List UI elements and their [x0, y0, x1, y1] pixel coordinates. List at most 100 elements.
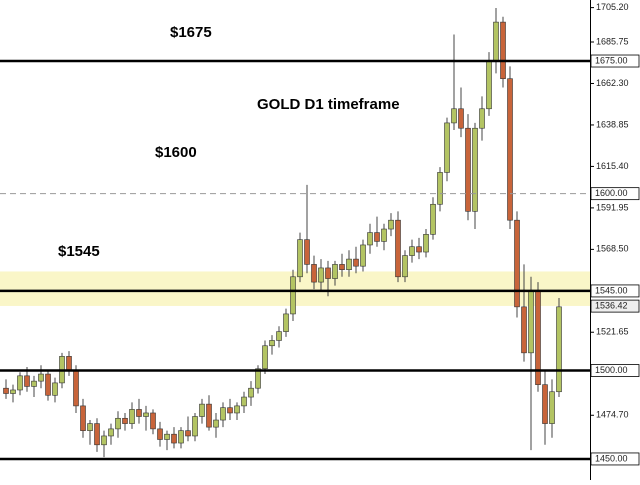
- candle-body: [101, 435, 107, 446]
- y-tick-label: 1662.30: [596, 78, 629, 88]
- candle-body: [220, 407, 226, 421]
- candle-body: [108, 428, 114, 437]
- candle-body: [353, 258, 359, 267]
- candle-body: [374, 232, 380, 242]
- level-label: 1450.00: [595, 453, 628, 463]
- candle-body: [528, 290, 534, 354]
- candle-body: [38, 373, 44, 382]
- level-label: 1675.00: [595, 55, 628, 65]
- annotation: $1600: [155, 144, 197, 161]
- candle-body: [17, 375, 23, 391]
- candle-body: [318, 267, 324, 283]
- candle-body: [136, 409, 142, 417]
- candle-body: [402, 255, 408, 278]
- candle-body: [486, 60, 492, 110]
- level-label-box: [590, 54, 640, 68]
- candle-body: [465, 127, 471, 212]
- candle-body: [115, 417, 121, 430]
- candle-body: [178, 430, 184, 444]
- candle-body: [241, 396, 247, 407]
- candle-body: [192, 416, 198, 437]
- candle-body: [542, 384, 548, 424]
- y-tick-label: 1591.95: [596, 202, 629, 212]
- candle-body: [409, 246, 415, 256]
- candle-body: [430, 203, 436, 235]
- candle-body: [227, 407, 233, 414]
- candle-body: [444, 122, 450, 173]
- candle-body: [73, 370, 79, 407]
- candle-body: [507, 78, 513, 221]
- current-price-label: 1536.42: [595, 300, 628, 310]
- candle-body: [3, 387, 9, 394]
- candle-body: [395, 219, 401, 278]
- level-label-box: [590, 452, 640, 466]
- candle-body: [332, 264, 338, 279]
- candle-body: [311, 264, 317, 283]
- candle-body: [24, 375, 30, 387]
- level-label: 1500.00: [595, 365, 628, 375]
- candle-body: [479, 108, 485, 129]
- candle-body: [234, 405, 240, 414]
- candle-body: [339, 264, 345, 271]
- candle-body: [381, 228, 387, 242]
- candle-body: [346, 258, 352, 271]
- candle-body: [248, 387, 254, 398]
- candle-body: [493, 21, 499, 62]
- candle-body: [416, 246, 422, 253]
- candle-body: [458, 108, 464, 129]
- candle-body: [360, 244, 366, 267]
- candle-body: [66, 356, 72, 371]
- plot-area: [0, 7, 594, 461]
- y-tick-label: 1615.40: [596, 161, 629, 171]
- candle-body: [269, 340, 275, 347]
- level-label-box: [590, 187, 640, 201]
- candle-body: [94, 423, 100, 446]
- candle-body: [500, 21, 506, 80]
- candle-body: [549, 391, 555, 424]
- y-tick-label: 1474.70: [596, 410, 629, 420]
- y-tick-label: 1705.20: [596, 2, 629, 12]
- candle-body: [122, 417, 128, 424]
- current-price-box: [590, 299, 640, 313]
- y-tick-label: 1685.75: [596, 36, 629, 46]
- candle-body: [367, 232, 373, 246]
- candle-body: [129, 409, 135, 424]
- level-label-box: [590, 364, 640, 377]
- candle-body: [290, 276, 296, 315]
- level-label: 1545.00: [595, 285, 628, 295]
- y-tick-label: 1521.65: [596, 327, 629, 337]
- y-tick-label: 1638.85: [596, 119, 629, 129]
- annotation: $1545: [58, 243, 100, 260]
- candle-body: [297, 239, 303, 278]
- candle-body: [255, 368, 261, 389]
- candle-body: [521, 306, 527, 354]
- candle-body: [199, 403, 205, 417]
- annotation: $1675: [170, 24, 212, 41]
- candle-body: [87, 423, 93, 431]
- candle-body: [451, 108, 457, 124]
- candle-body: [185, 430, 191, 437]
- candle-body: [31, 380, 37, 387]
- candle-body: [472, 127, 478, 212]
- candle-body: [276, 331, 282, 341]
- candle-body: [325, 267, 331, 279]
- candle-body: [157, 428, 163, 440]
- candle-body: [304, 239, 310, 265]
- candle-body: [164, 433, 170, 440]
- candle-body: [437, 172, 443, 205]
- candle-body: [213, 419, 219, 428]
- candle-body: [556, 306, 562, 393]
- level-label: 1600.00: [595, 188, 628, 198]
- y-tick-label: 1568.50: [596, 244, 629, 254]
- candle-body: [388, 219, 394, 230]
- candle-body: [10, 389, 16, 394]
- candle-body: [206, 403, 212, 428]
- level-label-box: [590, 284, 640, 298]
- candle-body: [150, 412, 156, 430]
- chart-title: GOLD D1 timeframe: [257, 96, 400, 113]
- candle-body: [52, 382, 58, 396]
- candle-body: [514, 219, 520, 308]
- candle-body: [171, 433, 177, 444]
- candle-body: [45, 373, 51, 396]
